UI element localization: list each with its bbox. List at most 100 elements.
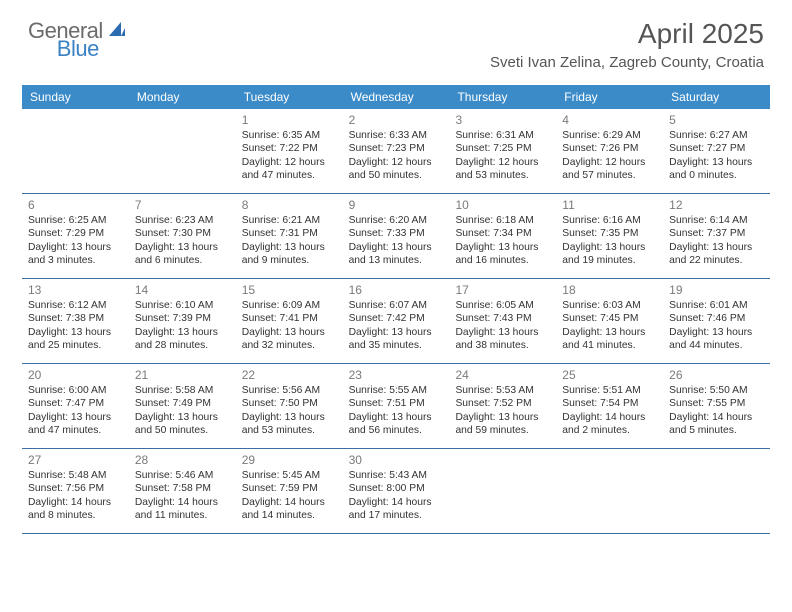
- sunset-text: Sunset: 7:59 PM: [242, 482, 337, 495]
- day-cell: 4Sunrise: 6:29 AMSunset: 7:26 PMDaylight…: [556, 109, 663, 193]
- daylight1-text: Daylight: 14 hours: [242, 496, 337, 509]
- week-row: 6Sunrise: 6:25 AMSunset: 7:29 PMDaylight…: [22, 194, 770, 279]
- month-title: April 2025: [490, 18, 764, 50]
- location-text: Sveti Ivan Zelina, Zagreb County, Croati…: [490, 54, 764, 71]
- day-number: 17: [455, 283, 550, 297]
- day-cell: 5Sunrise: 6:27 AMSunset: 7:27 PMDaylight…: [663, 109, 770, 193]
- daylight2-text: and 11 minutes.: [135, 509, 230, 522]
- logo: General Blue: [28, 18, 171, 44]
- day-cell: [22, 109, 129, 193]
- daylight1-text: Daylight: 14 hours: [562, 411, 657, 424]
- sunset-text: Sunset: 7:22 PM: [242, 142, 337, 155]
- sunrise-text: Sunrise: 5:43 AM: [349, 469, 444, 482]
- day-header: Sunday: [22, 85, 129, 109]
- week-row: 13Sunrise: 6:12 AMSunset: 7:38 PMDayligh…: [22, 279, 770, 364]
- daylight2-text: and 25 minutes.: [28, 339, 123, 352]
- sunset-text: Sunset: 7:38 PM: [28, 312, 123, 325]
- sunset-text: Sunset: 7:50 PM: [242, 397, 337, 410]
- sunrise-text: Sunrise: 6:33 AM: [349, 129, 444, 142]
- daylight1-text: Daylight: 12 hours: [455, 156, 550, 169]
- daylight1-text: Daylight: 13 hours: [455, 241, 550, 254]
- daylight1-text: Daylight: 14 hours: [28, 496, 123, 509]
- day-number: 11: [562, 198, 657, 212]
- day-header: Monday: [129, 85, 236, 109]
- daylight2-text: and 44 minutes.: [669, 339, 764, 352]
- day-cell: 20Sunrise: 6:00 AMSunset: 7:47 PMDayligh…: [22, 364, 129, 448]
- sunset-text: Sunset: 7:49 PM: [135, 397, 230, 410]
- day-cell: 3Sunrise: 6:31 AMSunset: 7:25 PMDaylight…: [449, 109, 556, 193]
- daylight2-text: and 59 minutes.: [455, 424, 550, 437]
- day-number: 22: [242, 368, 337, 382]
- sunset-text: Sunset: 7:37 PM: [669, 227, 764, 240]
- sunset-text: Sunset: 7:29 PM: [28, 227, 123, 240]
- daylight1-text: Daylight: 14 hours: [135, 496, 230, 509]
- day-cell: 21Sunrise: 5:58 AMSunset: 7:49 PMDayligh…: [129, 364, 236, 448]
- sunset-text: Sunset: 7:31 PM: [242, 227, 337, 240]
- daylight1-text: Daylight: 13 hours: [28, 411, 123, 424]
- day-number: 8: [242, 198, 337, 212]
- sunrise-text: Sunrise: 5:53 AM: [455, 384, 550, 397]
- sunset-text: Sunset: 7:23 PM: [349, 142, 444, 155]
- daylight2-text: and 41 minutes.: [562, 339, 657, 352]
- daylight1-text: Daylight: 13 hours: [455, 411, 550, 424]
- sunset-text: Sunset: 7:51 PM: [349, 397, 444, 410]
- day-number: 20: [28, 368, 123, 382]
- day-number: 1: [242, 113, 337, 127]
- day-cell: 8Sunrise: 6:21 AMSunset: 7:31 PMDaylight…: [236, 194, 343, 278]
- day-cell: 11Sunrise: 6:16 AMSunset: 7:35 PMDayligh…: [556, 194, 663, 278]
- day-cell: 30 Sunrise: 5:43 AMSunset: 8:00 PMDayligh…: [343, 449, 450, 533]
- day-cell: 10Sunrise: 6:18 AMSunset: 7:34 PMDayligh…: [449, 194, 556, 278]
- sunrise-text: Sunrise: 6:05 AM: [455, 299, 550, 312]
- daylight2-text: and 32 minutes.: [242, 339, 337, 352]
- sunrise-text: Sunrise: 5:56 AM: [242, 384, 337, 397]
- calendar: SundayMondayTuesdayWednesdayThursdayFrid…: [22, 85, 770, 534]
- sunset-text: Sunset: 8:00 PM: [349, 482, 444, 495]
- daylight1-text: Daylight: 13 hours: [28, 241, 123, 254]
- sunset-text: Sunset: 7:43 PM: [455, 312, 550, 325]
- day-cell: 29Sunrise: 5:45 AMSunset: 7:59 PMDayligh…: [236, 449, 343, 533]
- daylight2-text: and 6 minutes.: [135, 254, 230, 267]
- week-row: 20Sunrise: 6:00 AMSunset: 7:47 PMDayligh…: [22, 364, 770, 449]
- day-number: 29: [242, 453, 337, 467]
- sunset-text: Sunset: 7:34 PM: [455, 227, 550, 240]
- sunrise-text: Sunrise: 6:27 AM: [669, 129, 764, 142]
- daylight2-text: and 22 minutes.: [669, 254, 764, 267]
- daylight1-text: Daylight: 13 hours: [669, 241, 764, 254]
- day-number: 13: [28, 283, 123, 297]
- day-number: 30: [349, 453, 444, 467]
- sunrise-text: Sunrise: 5:48 AM: [28, 469, 123, 482]
- daylight1-text: Daylight: 14 hours: [349, 496, 444, 509]
- daylight2-text: and 28 minutes.: [135, 339, 230, 352]
- daylight2-text: and 13 minutes.: [349, 254, 444, 267]
- daylight1-text: Daylight: 13 hours: [349, 241, 444, 254]
- sunrise-text: Sunrise: 5:55 AM: [349, 384, 444, 397]
- day-number: 19: [669, 283, 764, 297]
- sunrise-text: Sunrise: 6:14 AM: [669, 214, 764, 227]
- sunset-text: Sunset: 7:58 PM: [135, 482, 230, 495]
- sunrise-text: Sunrise: 6:16 AM: [562, 214, 657, 227]
- sunset-text: Sunset: 7:25 PM: [455, 142, 550, 155]
- day-cell: 27Sunrise: 5:48 AMSunset: 7:56 PMDayligh…: [22, 449, 129, 533]
- day-number: 16: [349, 283, 444, 297]
- sunrise-text: Sunrise: 6:21 AM: [242, 214, 337, 227]
- logo-sail-icon: [107, 20, 127, 43]
- daylight2-text: and 50 minutes.: [349, 169, 444, 182]
- sunrise-text: Sunrise: 6:03 AM: [562, 299, 657, 312]
- day-number: 2: [349, 113, 444, 127]
- day-header: Tuesday: [236, 85, 343, 109]
- daylight1-text: Daylight: 13 hours: [135, 326, 230, 339]
- day-cell: [556, 449, 663, 533]
- daylight1-text: Daylight: 12 hours: [242, 156, 337, 169]
- sunrise-text: Sunrise: 6:10 AM: [135, 299, 230, 312]
- week-row: 27Sunrise: 5:48 AMSunset: 7:56 PMDayligh…: [22, 449, 770, 534]
- daylight1-text: Daylight: 13 hours: [349, 326, 444, 339]
- daylight1-text: Daylight: 13 hours: [669, 156, 764, 169]
- day-number: 23: [349, 368, 444, 382]
- daylight1-text: Daylight: 13 hours: [242, 326, 337, 339]
- day-number: 26: [669, 368, 764, 382]
- day-number: 4: [562, 113, 657, 127]
- day-cell: [449, 449, 556, 533]
- daylight2-text: and 3 minutes.: [28, 254, 123, 267]
- day-header: Saturday: [663, 85, 770, 109]
- day-cell: 25Sunrise: 5:51 AMSunset: 7:54 PMDayligh…: [556, 364, 663, 448]
